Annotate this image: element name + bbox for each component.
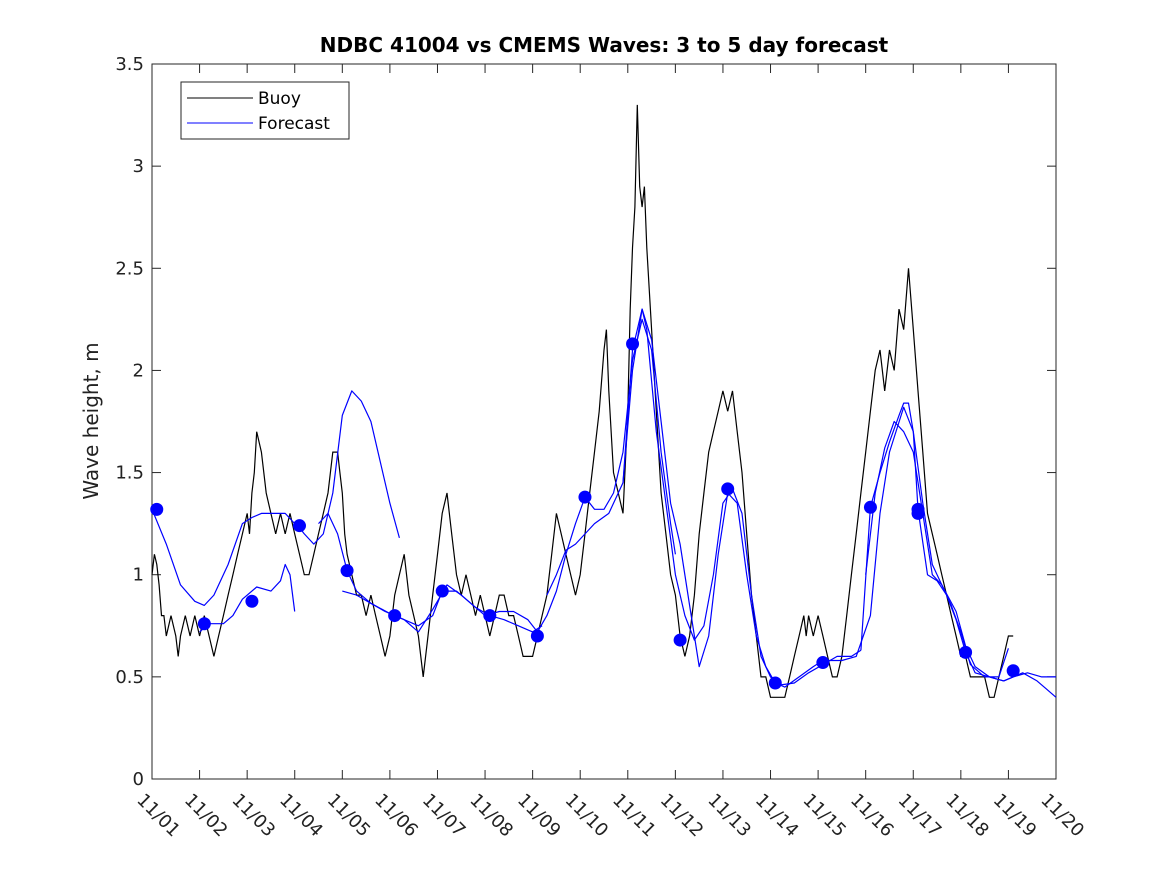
- forecast-marker: [578, 490, 592, 504]
- legend-box: [180, 81, 350, 140]
- forecast-line: [622, 308, 862, 686]
- forecast-line: [151, 509, 296, 606]
- forecast-marker: [626, 337, 640, 351]
- plot-area: [151, 63, 1057, 780]
- forecast-marker: [1006, 664, 1020, 678]
- forecast-marker: [863, 500, 877, 514]
- y-tick-label: 2: [133, 360, 144, 381]
- forecast-marker: [721, 482, 735, 496]
- buoy-line: [151, 104, 1014, 698]
- y-axis-label: Wave height, m: [79, 342, 103, 499]
- legend-label-buoy: Buoy: [258, 89, 301, 109]
- forecast-line: [199, 563, 296, 633]
- forecast-marker: [150, 502, 164, 516]
- y-tick-label: 0.5: [115, 667, 144, 688]
- forecast-marker: [530, 629, 544, 643]
- forecast-marker: [197, 617, 211, 631]
- forecast-marker: [768, 676, 782, 690]
- y-tick-label: 3.5: [115, 54, 144, 75]
- y-tick-label: 1: [133, 565, 144, 586]
- y-tick-label: 3: [133, 156, 144, 177]
- forecast-marker: [816, 656, 830, 670]
- forecast-marker: [435, 584, 449, 598]
- forecast-line: [342, 584, 543, 633]
- forecast-marker: [911, 506, 925, 520]
- forecast-marker: [292, 519, 306, 533]
- legend-label-forecast: Forecast: [258, 114, 330, 134]
- forecast-marker: [483, 609, 497, 623]
- forecast-marker: [245, 594, 259, 608]
- y-tick-label: 1.5: [115, 463, 144, 484]
- forecast-marker: [673, 633, 687, 647]
- forecast-marker: [340, 564, 354, 578]
- forecast-line: [294, 390, 400, 545]
- y-tick-label: 0: [133, 769, 144, 790]
- forecast-marker: [959, 645, 973, 659]
- forecast-line: [865, 420, 1009, 678]
- forecast-marker: [388, 609, 402, 623]
- series-layer: [150, 104, 1057, 698]
- y-axis: 0 0.5 1 1.5 2 2.5 3 3.5: [115, 54, 1056, 790]
- legend: Buoy Forecast: [180, 81, 350, 140]
- chart-title: NDBC 41004 vs CMEMS Waves: 3 to 5 day fo…: [320, 33, 889, 57]
- forecast-line: [484, 318, 676, 633]
- y-tick-label: 2.5: [115, 258, 144, 279]
